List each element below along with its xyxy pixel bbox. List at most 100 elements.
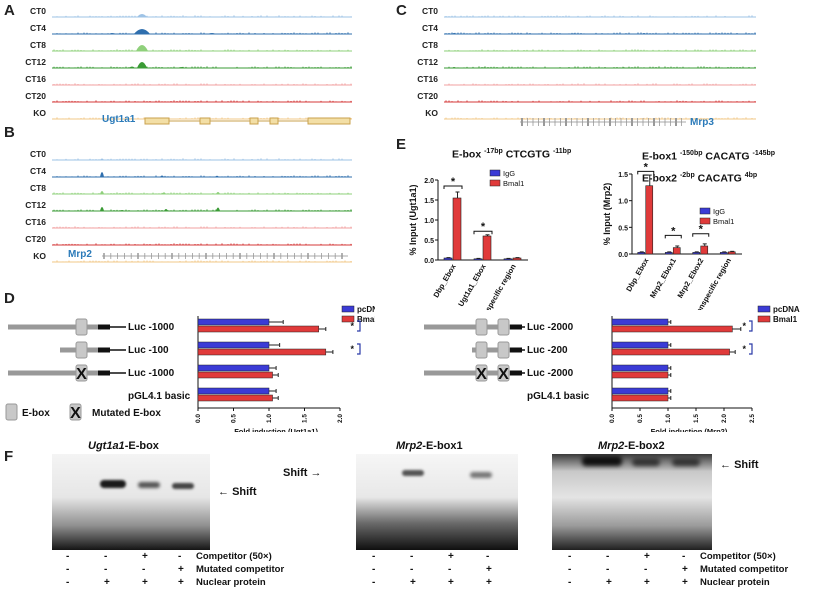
legend-swatch-bmal1 — [489, 179, 501, 187]
luc-bar — [510, 370, 522, 376]
x-axis-label: Fold induction (Mrp2) — [651, 427, 728, 432]
bar-bmal1 — [197, 371, 273, 379]
y-tick-label: 2.0 — [424, 178, 434, 185]
sig-bracket — [443, 185, 463, 189]
panel-a-track-ct8 — [52, 45, 352, 52]
gel1-sign-r2-l2: + — [142, 577, 148, 588]
row-label-left-2: Nuclear protein — [196, 577, 266, 588]
gel2-title-rest: -E-box1 — [422, 440, 463, 452]
row-label-right-2: Nuclear protein — [700, 577, 770, 588]
y-tick-label: 1.5 — [618, 172, 628, 179]
track-peak — [452, 101, 456, 102]
panel-c-track-label-ct12: CT12 — [417, 57, 438, 67]
panel-b-track-label-ct20: CT20 — [25, 234, 46, 244]
panel-b-gene-label: Mrp2 — [68, 249, 92, 260]
construct-label: pGL4.1 basic — [527, 391, 590, 402]
gel2-sign-r0-l1: - — [410, 551, 414, 562]
track-peak — [134, 29, 150, 34]
legend-label-bmal1: Bmal1 — [357, 315, 375, 324]
x-axis-label: Fold induction (Ugt1a1) — [234, 427, 318, 432]
bar-pcdna — [197, 341, 270, 349]
panel-a-track-label-ct0: CT0 — [29, 6, 46, 16]
gel2-title-gene: Mrp2 — [396, 440, 423, 452]
gel2-band-2 — [470, 472, 492, 478]
bar-bmal1 — [645, 185, 654, 255]
luc-bar — [98, 370, 110, 376]
panel-a-track-label-ko: KO — [33, 108, 46, 118]
bar-bmal1 — [672, 247, 681, 255]
panel-a-track-ct0 — [52, 14, 352, 18]
row-label-left-0: Competitor (50×) — [196, 551, 272, 562]
bar-igg — [473, 258, 483, 261]
gel3-shift-label: ← Shift — [720, 459, 759, 471]
mutated-mark: X — [476, 366, 487, 383]
y-tick-label: 0.0 — [618, 252, 628, 259]
panel-a-track-label-ct16: CT16 — [25, 74, 46, 84]
bar-igg — [664, 252, 673, 255]
panel-c-track-label-ct8: CT8 — [421, 40, 438, 50]
e-left-title-seq: CTCGTG — [505, 148, 551, 161]
ebox — [497, 341, 510, 359]
panel-e-left-title: E-box -17bp CTCGTG -11bp — [452, 148, 571, 161]
track-peak — [100, 244, 104, 245]
bar-bmal1 — [197, 394, 273, 402]
panel-b-track-ct12 — [52, 207, 352, 212]
panel-c-track-label-ct0: CT0 — [421, 6, 438, 16]
x-tick-label: 1.0 — [266, 414, 273, 423]
luc-bar — [98, 324, 110, 330]
construct-label: Luc -1000 — [128, 368, 175, 379]
panel-e-right-title-2: E-box2 -2bp CACATG 4bp — [642, 172, 757, 185]
x-tick-label: Dbp_Ebox — [431, 262, 458, 299]
bar-bmal1 — [611, 371, 669, 379]
construct-label: Luc -200 — [527, 345, 568, 356]
legend-swatch-pcdna — [757, 305, 771, 313]
legend-label-bmal1: Bmal1 — [773, 315, 798, 324]
bar-igg — [443, 257, 453, 261]
e-right-line2-seq: CACATG — [697, 172, 742, 185]
track-peak — [642, 33, 646, 34]
sig-bracket — [357, 343, 361, 355]
mutated-mark: X — [76, 366, 87, 383]
bar-bmal1 — [700, 245, 709, 255]
ebox-legend-label: E-box — [22, 408, 50, 419]
y-tick-label: 0.5 — [424, 238, 434, 245]
panel-b-track-label-ko: KO — [33, 251, 46, 261]
gel2-shift-label: Shift → — [283, 467, 322, 479]
panel-a-track-ct20 — [52, 100, 352, 103]
row-label-right-0: Competitor (50×) — [700, 551, 776, 562]
sig-star: * — [350, 344, 354, 354]
x-tick-label: 0.5 — [231, 414, 238, 423]
gel3-band-3 — [672, 458, 700, 466]
y-tick-label: 0.5 — [618, 225, 628, 232]
panel-a-track-label-ct20: CT20 — [25, 91, 46, 101]
sig-bracket — [664, 234, 682, 239]
sig-star: * — [481, 221, 486, 233]
gel3-sign-r0-l3: - — [682, 551, 686, 562]
gel3-sign-r1-l1: - — [606, 564, 610, 575]
panel-a-track-label-ct4: CT4 — [29, 23, 46, 33]
bar-bmal1 — [727, 251, 736, 255]
luc-bar — [510, 324, 522, 330]
panel-a-track-label-ct12: CT12 — [25, 57, 46, 67]
gel1-sign-r0-l2: + — [142, 551, 148, 562]
track-peak — [138, 101, 146, 102]
legend-label-bmal1: Bmal1 — [503, 179, 524, 188]
track-peak — [482, 67, 486, 68]
y-tick-label: 1.0 — [424, 218, 434, 225]
gel2-sign-r1-l2: - — [448, 564, 452, 575]
gel1-band-3 — [172, 483, 194, 489]
x-tick-label: 1.5 — [302, 414, 309, 423]
gel3-sign-r0-l0: - — [568, 551, 572, 562]
panel-b-track-label-ct16: CT16 — [25, 217, 46, 227]
sig-bracket — [473, 230, 493, 235]
track-peak — [120, 210, 124, 211]
gel3-image — [552, 454, 712, 550]
construct-label: Luc -2000 — [527, 368, 574, 379]
sig-bracket — [749, 343, 753, 355]
panel-c-track-label-ko: KO — [425, 108, 438, 118]
gel3-sign-r1-l3: + — [682, 564, 688, 575]
panel-b-track-label-ct0: CT0 — [29, 149, 46, 159]
e-left-title-sup2: -11bp — [552, 148, 572, 155]
bar-bmal1 — [482, 235, 492, 261]
sig-star: * — [644, 161, 649, 173]
